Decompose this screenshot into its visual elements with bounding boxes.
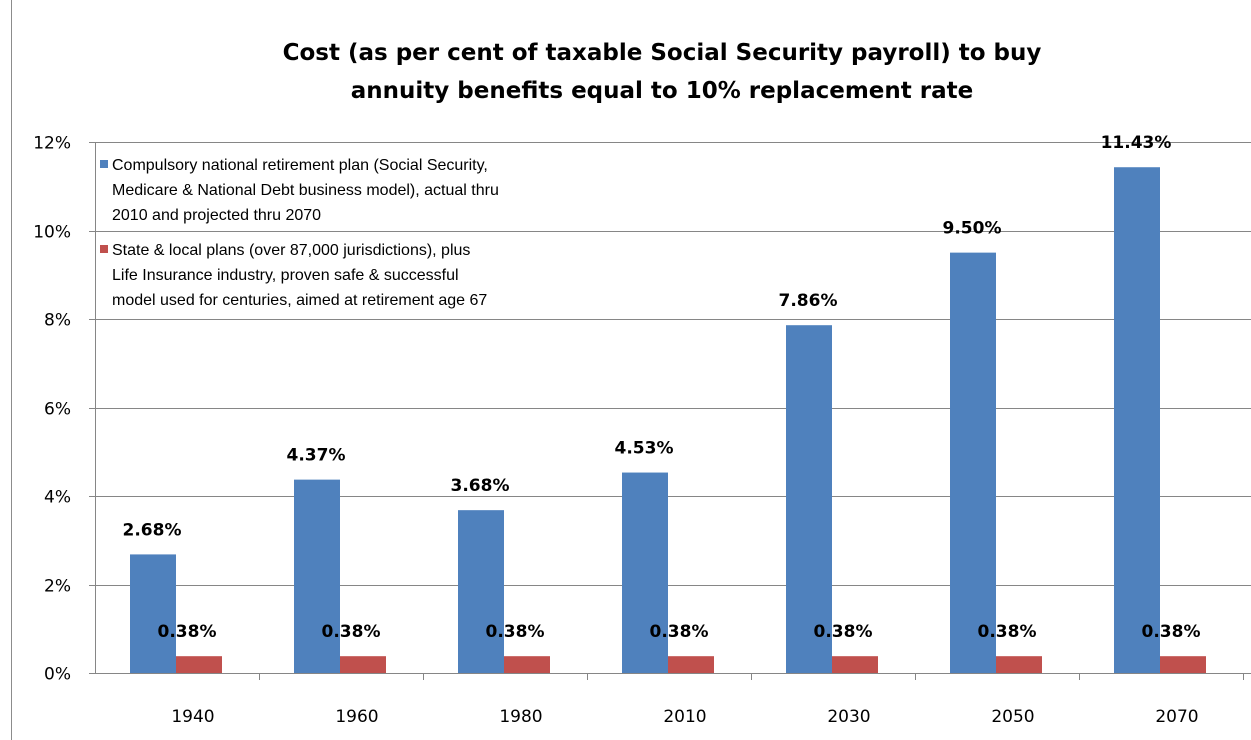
data-label: 0.38% <box>650 622 709 642</box>
data-label: 4.37% <box>287 446 346 466</box>
x-tick-label: 1980 <box>499 707 542 727</box>
data-label: 2.68% <box>123 520 182 540</box>
bar-state-local <box>340 656 386 673</box>
y-tick-label: 0% <box>44 665 71 685</box>
legend-swatch <box>100 160 108 168</box>
bar-national <box>622 472 668 673</box>
bar-national <box>294 479 340 673</box>
data-label: 0.38% <box>486 622 545 642</box>
data-labels: 2.68% 0.38% 4.37% 0.38% 3.68% 0.38% 4.53% 0.38%… <box>123 133 1201 642</box>
bar-state-local <box>504 656 550 673</box>
data-label: 0.38% <box>158 622 217 642</box>
data-label: 11.43% <box>1101 133 1172 153</box>
bar-national <box>458 510 504 673</box>
bar-national <box>130 554 176 673</box>
x-tick-label: 2030 <box>827 707 870 727</box>
bar-state-local <box>832 656 878 673</box>
legend-label: Life Insurance industry, proven safe & s… <box>112 267 459 284</box>
legend-label: model used for centuries, aimed at retir… <box>112 292 487 309</box>
bar-state-local <box>1160 656 1206 673</box>
bars <box>130 167 1206 673</box>
bar-state-local <box>668 656 714 673</box>
legend-label: 2010 and projected thru 2070 <box>112 207 321 224</box>
chart-title: Cost (as per cent of taxable Social Secu… <box>282 40 1042 104</box>
bar-national <box>950 252 996 673</box>
data-label: 9.50% <box>943 219 1002 239</box>
y-tick-label: 12% <box>33 134 71 154</box>
data-label: 0.38% <box>978 622 1037 642</box>
legend: Compulsory national retirement plan (Soc… <box>100 157 499 309</box>
x-tick-label: 1940 <box>171 707 214 727</box>
data-label: 3.68% <box>451 476 510 496</box>
bar-state-local <box>996 656 1042 673</box>
legend-label: Compulsory national retirement plan (Soc… <box>112 157 488 174</box>
x-tick-label: 2050 <box>991 707 1034 727</box>
x-tick-label: 2010 <box>663 707 706 727</box>
legend-label: Medicare & National Debt business model)… <box>112 182 499 199</box>
y-tick-label: 8% <box>44 311 71 331</box>
data-label: 4.53% <box>615 439 674 459</box>
axes: 0% 2% 4% 6% 8% 10% 12% 1940 1960 1980 2010 2030 2050… <box>33 134 1251 727</box>
x-tick-label: 1960 <box>335 707 378 727</box>
x-tick-label: 2070 <box>1155 707 1198 727</box>
gridlines <box>95 142 1251 586</box>
y-tick-label: 2% <box>44 577 71 597</box>
bar-national <box>1114 167 1160 673</box>
data-label: 0.38% <box>814 622 873 642</box>
bar-state-local <box>176 656 222 673</box>
data-label: 0.38% <box>1142 622 1201 642</box>
data-label: 7.86% <box>779 291 838 311</box>
legend-swatch <box>100 245 108 253</box>
y-tick-label: 6% <box>44 400 71 420</box>
y-tick-label: 10% <box>33 223 71 243</box>
y-tick-label: 4% <box>44 488 71 508</box>
data-label: 0.38% <box>322 622 381 642</box>
bar-national <box>786 325 832 673</box>
legend-label: State & local plans (over 87,000 jurisdi… <box>112 242 470 259</box>
